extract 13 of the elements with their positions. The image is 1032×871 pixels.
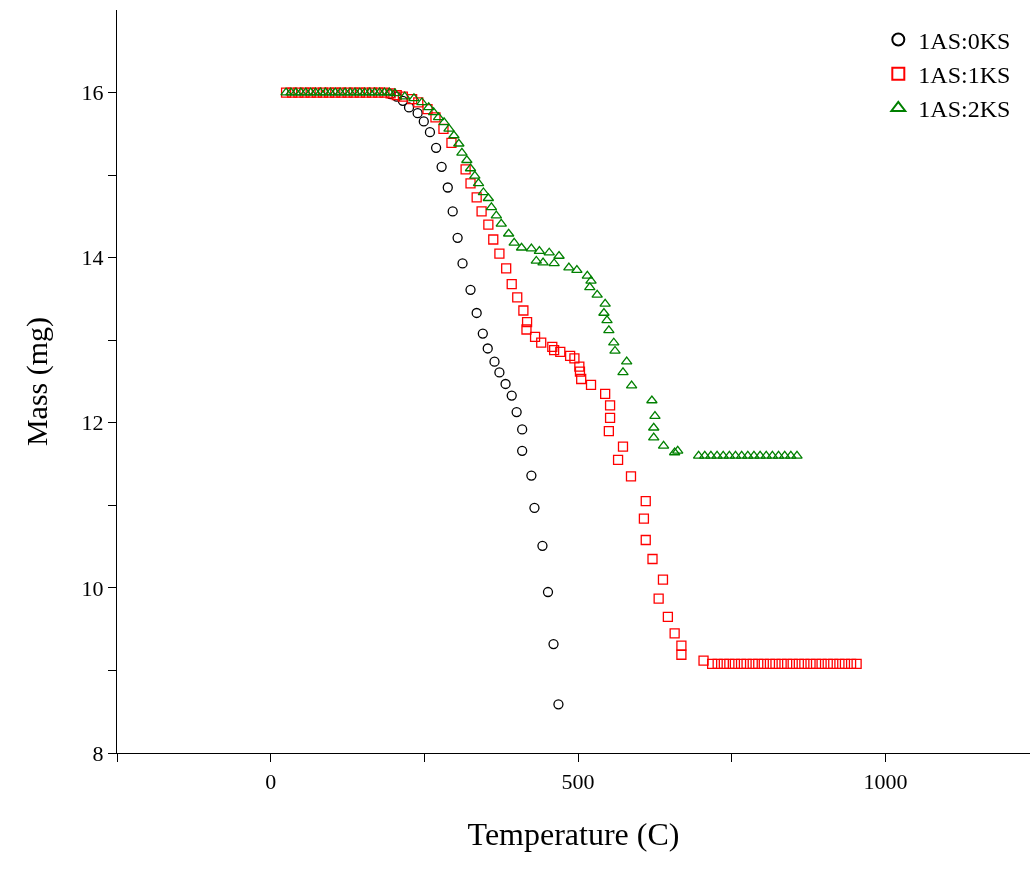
x-tick-label: 500 (561, 768, 595, 794)
legend-label: 1AS:0KS (918, 27, 1011, 54)
x-tick-label: 0 (265, 768, 277, 794)
x-axis-title: Temperature (C) (467, 816, 680, 853)
y-axis-title: Mass (mg) (19, 316, 54, 447)
x-tick-label: 1000 (863, 768, 908, 794)
y-tick-label: 14 (81, 245, 104, 271)
y-tick-label: 10 (81, 575, 104, 601)
y-tick-label: 16 (81, 80, 104, 106)
y-tick-label: 8 (92, 740, 104, 766)
legend-label: 1AS:1KS (918, 62, 1011, 89)
y-tick-label: 12 (81, 410, 104, 436)
legend-label: 1AS:2KS (918, 96, 1011, 123)
